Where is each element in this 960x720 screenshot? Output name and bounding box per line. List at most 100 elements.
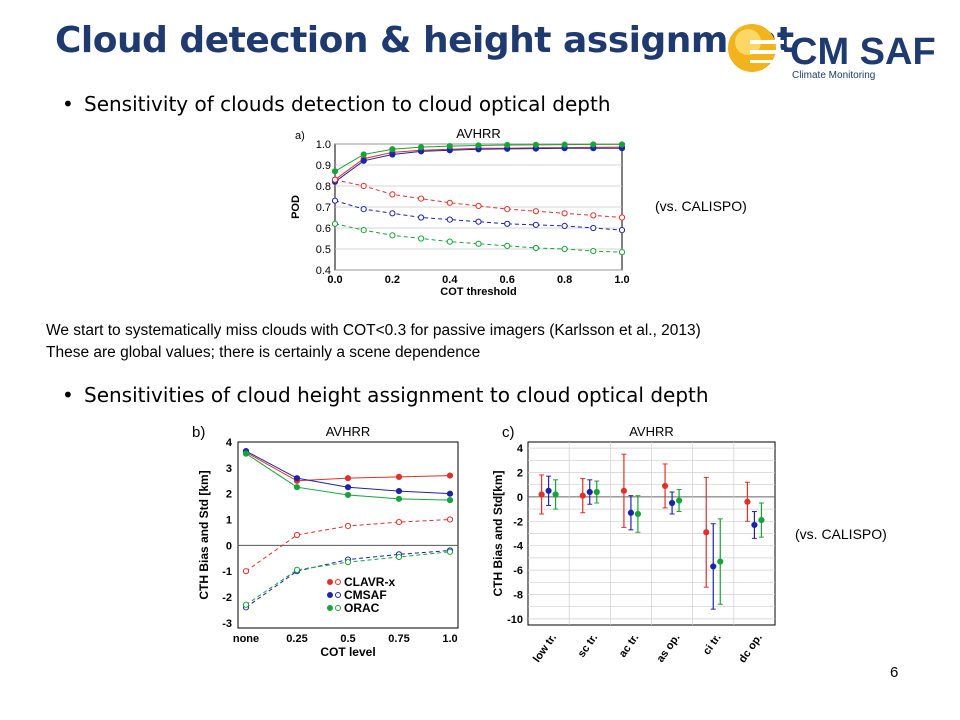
chart-c-ytick: -10 [507, 614, 523, 626]
chart-a-title: AVHRR [456, 126, 501, 141]
logo-text: CM SAF [790, 31, 936, 73]
chart-c-point [675, 497, 683, 504]
chart-a-point [475, 218, 482, 225]
chart-b-std-point [446, 472, 454, 479]
chart-a-point [561, 245, 568, 253]
chart-a-point [590, 224, 597, 232]
chart-c-point [744, 498, 751, 505]
chart-b-std-point [242, 450, 250, 457]
chart-b-xtick: 1.0 [442, 633, 457, 645]
chart-b-bias-point [344, 522, 352, 530]
chart-a-ytick: 0.6 [316, 223, 331, 235]
chart-c-point [593, 488, 600, 496]
chart-c-point [634, 510, 642, 518]
page-number: 6 [890, 664, 899, 681]
chart-c-xtick: sc tr. [576, 632, 601, 660]
chart-b-ytick: 3 [226, 463, 232, 475]
chart-b-bias-point [446, 516, 454, 523]
chart-b-std-point [293, 484, 301, 491]
sun-icon [728, 24, 784, 72]
chart-b-ytick: -2 [222, 592, 232, 604]
chart-a-ytick: 0.7 [316, 202, 331, 214]
chart-b-bias-point [242, 601, 250, 608]
chart-a-point [389, 210, 396, 217]
chart-a-point [504, 220, 511, 227]
chart-b-xtick: 0.5 [340, 633, 355, 645]
chart-b-frame [237, 441, 459, 629]
chart-c-ytick: 0 [517, 492, 523, 504]
chart-b-legend-marker [327, 592, 333, 598]
chart-a-point [389, 191, 396, 198]
chart-c-point [703, 529, 710, 536]
chart-b-legend-label: CMSAF [344, 588, 387, 602]
chart-a-point [590, 141, 597, 148]
chart-a-series-line [334, 179, 623, 218]
chart-c-ytick: -6 [513, 565, 523, 577]
chart-a-point [418, 235, 425, 242]
chart-a-point [532, 141, 539, 148]
chart-c-xtick: dc op. [736, 632, 764, 665]
chart-a-point [504, 242, 511, 249]
chart-a-xtick: 0.2 [385, 274, 400, 286]
chart-c-point [538, 491, 545, 498]
chart-c-point [545, 487, 552, 494]
chart-c-panel-label: c) [502, 424, 515, 441]
chart-c-ytick: 2 [517, 468, 523, 480]
chart-a-ytick: 0.4 [316, 265, 331, 277]
chart-a-xtick: 0.4 [442, 274, 458, 286]
bullet-detection: • Sensitivity of clouds detection to clou… [62, 92, 611, 116]
chart-c-title: AVHRR [629, 424, 674, 439]
chart-a-point [475, 142, 482, 149]
chart-a-point [504, 206, 511, 213]
chart-a-point [360, 157, 367, 164]
chart-a-point [561, 210, 568, 217]
chart-b-std-point [344, 491, 352, 499]
chart-a-series-line [334, 223, 623, 253]
chart-c-point [620, 487, 628, 494]
chart-a-point [532, 208, 539, 215]
chart-a-point [389, 232, 396, 239]
chart-a-xlabel: COT threshold [440, 286, 516, 298]
chart-a-point [561, 141, 568, 148]
chart-a-point [418, 144, 425, 151]
chart-b-bias-point [395, 518, 403, 526]
chart-a-point [618, 214, 626, 221]
chart-a-point [331, 220, 339, 227]
chart-a-point [331, 168, 339, 175]
chart-b-std-point [395, 487, 403, 495]
chart-c-xtick: ac tr. [617, 632, 642, 660]
note-line-1: We start to systematically miss clouds w… [46, 322, 701, 339]
chart-b-legend-label: CLAVR-x [344, 575, 395, 589]
chart-a-point [561, 222, 568, 230]
chart-c-cth: -10 -8 -6 -4 -2 0 2 4 low tr. sc tr. ac tr. as op. c… [491, 424, 776, 665]
chart-b-cth: -3 -2 -1 0 1 2 3 4 none 0.25 0.5 0.75 1.0 AVHRR b) COT … [192, 424, 459, 659]
vs-label-c: (vs. CALISPO) [795, 526, 887, 542]
chart-a-ytick: 1.0 [316, 139, 331, 151]
logo-subtext: Climate Monitoring [792, 70, 875, 81]
chart-a-point [618, 141, 626, 148]
note-text: We start to systematically miss clouds w… [46, 320, 701, 364]
chart-b-std-point [293, 475, 301, 482]
chart-a-point [618, 227, 626, 234]
chart-a-xtick: 0.0 [327, 274, 342, 286]
chart-c-point [668, 499, 676, 507]
chart-a-ylabel: POD [290, 195, 302, 219]
bullet-detection-text: Sensitivity of clouds detection to cloud… [84, 92, 611, 116]
chart-b-std-point [395, 495, 403, 502]
chart-b-bias-point [242, 568, 250, 575]
chart-b-ylabel: CTH Bias and Std [km] [197, 470, 211, 599]
chart-b-bias-point [446, 548, 454, 555]
chart-b-ytick: -3 [222, 618, 232, 630]
chart-a-point [360, 227, 367, 234]
chart-b-bias-point [395, 553, 403, 561]
chart-c-ytick: -4 [513, 541, 524, 553]
chart-a-point [418, 195, 425, 202]
cm-saf-logo: CM SAF Climate Monitoring [728, 24, 936, 81]
chart-a-ytick: 0.5 [316, 244, 331, 256]
chart-a-point [618, 249, 626, 256]
chart-b-xlabel: COT level [320, 645, 375, 659]
chart-c-xtick: ci tr. [701, 632, 724, 657]
chart-a-point [360, 206, 367, 213]
chart-a-point [532, 221, 539, 228]
chart-b-legend-marker [327, 579, 333, 585]
